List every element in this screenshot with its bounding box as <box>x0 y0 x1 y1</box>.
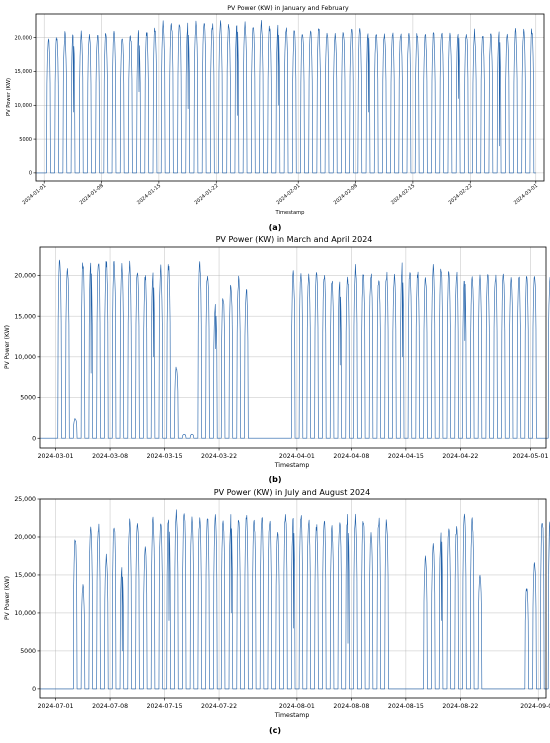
chart-a-caption: (a) <box>269 223 282 232</box>
chart-b-xtick-label: 2024-04-08 <box>333 453 369 460</box>
chart-b-ytick-label: 20,000 <box>14 273 36 280</box>
chart-c-yticks: 0 5000 10,000 15,000 20,000 25,000 <box>14 496 40 693</box>
chart-b-ytick-label: 0 <box>32 435 36 442</box>
chart-b-xtick-label: 2024-03-22 <box>201 453 237 460</box>
chart-b-ylabel: PV Power (KW) <box>4 325 11 369</box>
chart-a-ytick-label: 20,000 <box>15 35 33 41</box>
chart-c-xtick-label: 2024-07-01 <box>38 703 74 710</box>
chart-b-xticks: 2024-03-01 2024-03-08 2024-03-15 2024-03-22… <box>38 448 548 460</box>
chart-c-xtick-label: 2024-09-01 <box>520 703 550 710</box>
chart-a-series <box>36 20 536 174</box>
chart-b-series <box>40 259 550 439</box>
chart-a-series-line <box>36 20 536 174</box>
chart-a-plot-area <box>35 13 545 182</box>
chart-c-xticks: 2024-07-01 2024-07-08 2024-07-15 2024-07-22… <box>38 698 550 710</box>
chart-c-ytick-label: 10,000 <box>14 610 36 617</box>
chart-c-xtick-label: 2024-08-08 <box>333 703 369 710</box>
chart-a-xtick-label: 2024-02-15 <box>390 183 416 206</box>
chart-a-ytick-label: 15,000 <box>15 69 33 75</box>
chart-b-xtick-label: 2024-03-01 <box>38 453 74 460</box>
chart-c-xtick-label: 2024-07-15 <box>147 703 183 710</box>
chart-b-xtick-label: 2024-04-01 <box>279 453 315 460</box>
chart-c-xtick-label: 2024-08-01 <box>279 703 315 710</box>
chart-b-series-line <box>40 259 550 439</box>
chart-c-xtick-label: 2024-07-22 <box>201 703 237 710</box>
chart-b-yticks: 0 5000 10,000 15,000 20,000 <box>14 273 40 442</box>
chart-b-xtick-label: 2024-04-22 <box>442 453 478 460</box>
chart-b-xtick-label: 2024-03-15 <box>147 453 183 460</box>
chart-c-title: PV Power (KW) in July and August 2024 <box>214 488 370 497</box>
chart-b-title: PV Power (KW) in March and April 2024 <box>216 235 373 244</box>
chart-b-ytick-label: 15,000 <box>14 313 36 320</box>
chart-a-xtick-label: 2024-01-15 <box>136 183 162 206</box>
chart-a-ytick-label: 0 <box>29 171 32 177</box>
chart-c-plot-area <box>39 498 547 699</box>
chart-c-caption: (c) <box>269 726 281 735</box>
chart-a-xtick-label: 2024-01-01 <box>21 183 47 206</box>
chart-c-ytick-label: 5000 <box>20 648 36 655</box>
chart-b-xtick-label: 2024-05-01 <box>512 453 548 460</box>
chart-b-ytick-label: 10,000 <box>14 354 36 361</box>
chart-c-xtick-label: 2024-08-22 <box>442 703 478 710</box>
chart-c-ytick-label: 15,000 <box>14 572 36 579</box>
chart-a-ytick-label: 5000 <box>19 137 32 143</box>
chart-b-ytick-label: 5000 <box>20 395 36 402</box>
chart-c-ylabel: PV Power (KW) <box>4 576 11 620</box>
chart-b-plot-area <box>39 246 547 449</box>
chart-a-xlabel: Timestamp <box>275 210 306 216</box>
chart-a-ylabel: PV Power (KW) <box>6 78 12 116</box>
chart-c-xtick-label: 2024-08-15 <box>388 703 424 710</box>
chart-a-xtick-label: 2024-02-08 <box>333 183 359 206</box>
chart-c-ytick-label: 0 <box>32 686 36 693</box>
panel-b: PV Power (KW) in March and April 2024 0 5… <box>4 235 550 484</box>
chart-b-caption: (b) <box>268 475 281 484</box>
chart-c-xtick-label: 2024-07-08 <box>92 703 128 710</box>
chart-c-ytick-label: 20,000 <box>14 534 36 541</box>
chart-a-xtick-label: 2024-01-22 <box>193 183 219 206</box>
chart-a-xtick-label: 2024-02-22 <box>447 183 473 206</box>
chart-a-ytick-label: 10,000 <box>15 103 33 109</box>
chart-a-xtick-label: 2024-02-01 <box>275 183 301 206</box>
chart-c-series <box>40 509 550 690</box>
chart-a-xticks: 2024-01-01 2024-01-08 2024-01-15 2024-01-22… <box>21 181 539 206</box>
chart-b-xlabel: Timestamp <box>274 462 310 469</box>
chart-b-xtick-label: 2024-04-15 <box>388 453 424 460</box>
chart-a-yticks: 0 5000 10,000 15,000 20,000 <box>15 35 36 177</box>
chart-a-xtick-label: 2024-01-08 <box>79 183 105 206</box>
chart-a-title: PV Power (KW) in January and February <box>227 5 349 12</box>
chart-b-xtick-label: 2024-03-08 <box>92 453 128 460</box>
chart-a-xtick-label: 2024-03-01 <box>513 183 539 206</box>
chart-c-xlabel: Timestamp <box>274 712 310 719</box>
panel-c: PV Power (KW) in July and August 2024 0 5… <box>4 488 550 735</box>
chart-c-series-line <box>40 509 550 690</box>
panel-a: PV Power (KW) in January and February 0 5… <box>6 5 545 232</box>
chart-c-ytick-label: 25,000 <box>14 496 36 503</box>
